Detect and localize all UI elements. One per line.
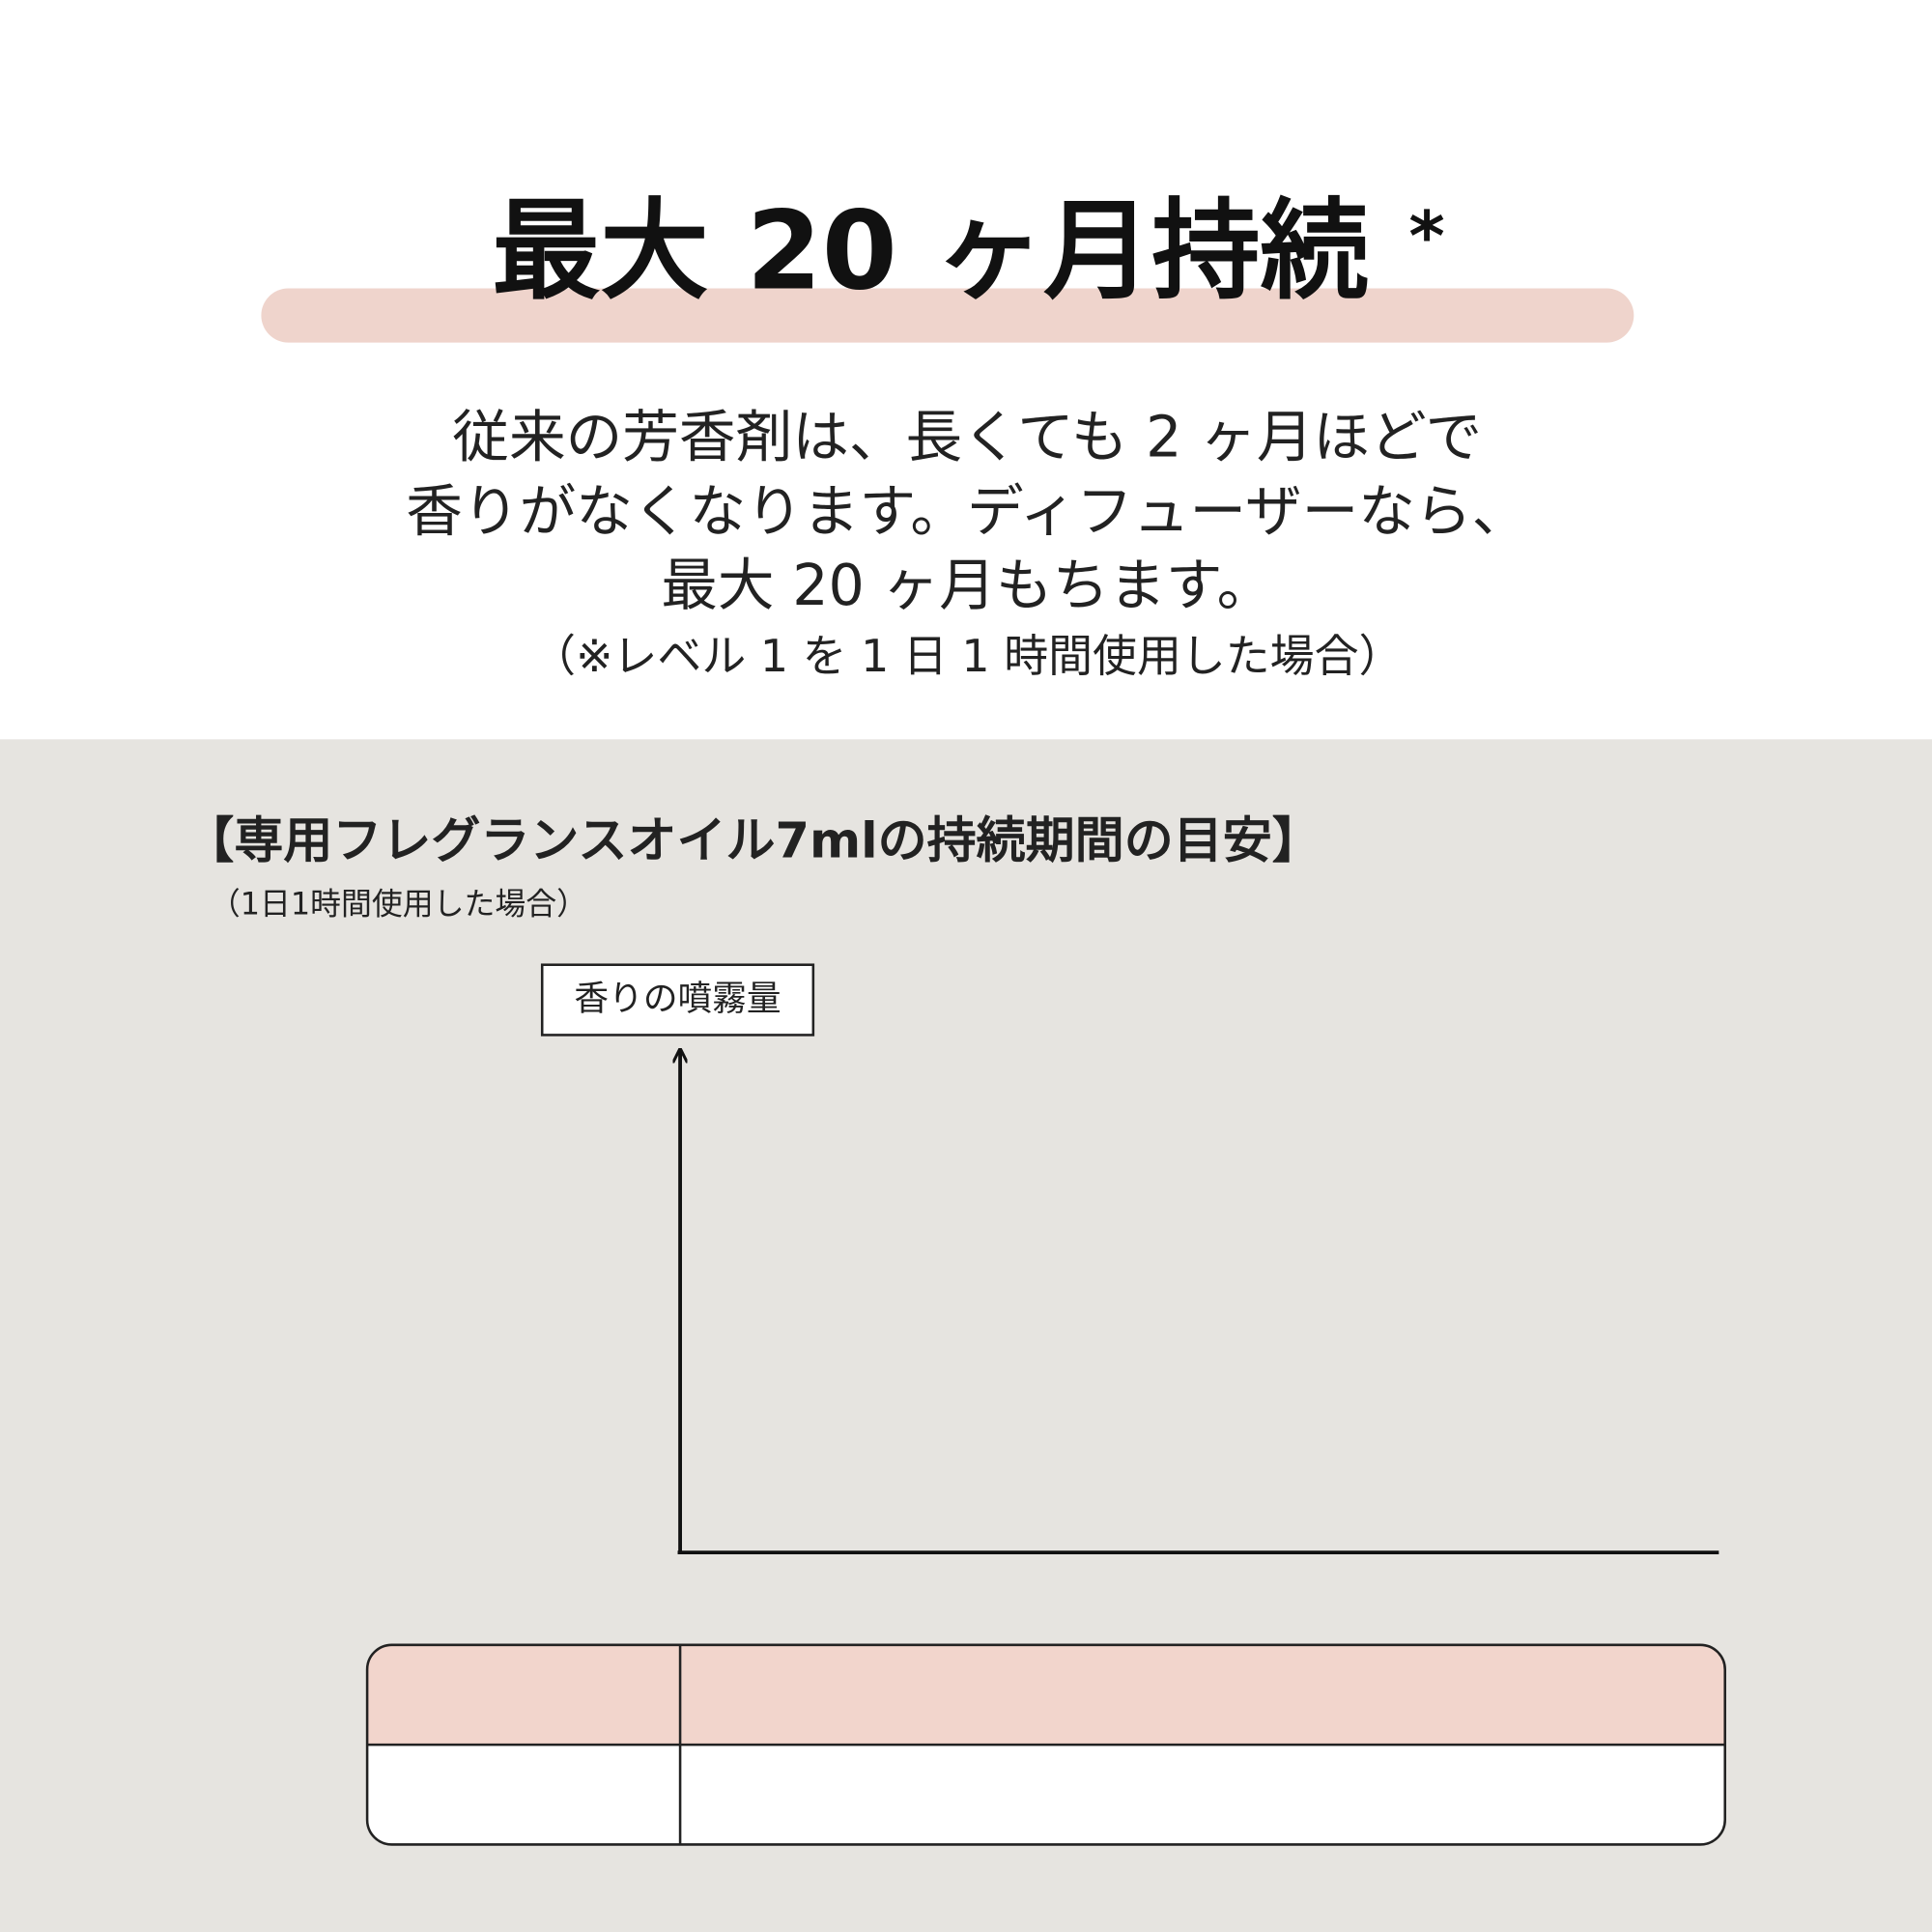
lead-note: （※レベル 1 を 1 日 1 時間使用した場合） xyxy=(531,630,1403,682)
chart-subtitle: （1日1時間使用した場合） xyxy=(210,886,587,923)
lead-line: 最大 20 ヶ月もちます。 xyxy=(661,553,1273,618)
asterisk: * xyxy=(1408,197,1444,277)
axis-label-box xyxy=(540,963,815,1037)
chart-title: 【専用フレグランスオイル7mlの持続期間の目安】 xyxy=(185,813,1321,870)
main-title: 最大 20 ヶ月持続 xyxy=(492,189,1369,315)
title-highlight xyxy=(261,288,1634,343)
lead-line: 香りがなくなります。ディフューザーなら、 xyxy=(406,478,1528,544)
table-header-row xyxy=(367,1644,1725,1746)
lead-line: 従来の芳香剤は、長くても 2 ヶ月ほどで xyxy=(452,405,1482,470)
axis-label: 香りの噴霧量 xyxy=(574,980,781,1019)
